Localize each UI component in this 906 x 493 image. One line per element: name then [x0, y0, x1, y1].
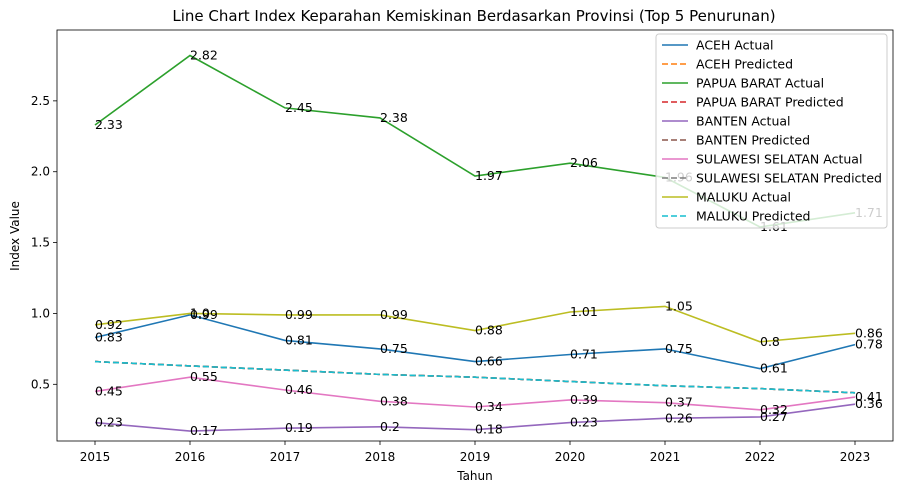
data-label: 0.61: [760, 361, 788, 376]
data-label: 0.92: [95, 317, 123, 332]
y-tick-label: 0.5: [31, 377, 50, 391]
data-label: 0.38: [380, 393, 408, 408]
series-line-8: [94, 305, 856, 343]
legend-entry: SULAWESI SELATAN Actual: [696, 152, 862, 167]
data-label: 2.38: [380, 110, 408, 125]
x-tick-label: 2022: [745, 450, 776, 464]
data-label: 0.45: [95, 383, 123, 398]
data-label: 2.33: [95, 117, 123, 132]
data-label: 0.18: [475, 422, 503, 437]
x-tick-label: 2018: [365, 450, 396, 464]
x-tick-label: 2019: [460, 450, 491, 464]
x-tick-label: 2020: [555, 450, 586, 464]
series-line-9: [94, 360, 856, 394]
legend-entry: ACEH Actual: [696, 38, 774, 53]
x-tick-label: 2023: [840, 450, 871, 464]
data-label: 0.75: [665, 341, 693, 356]
y-tick-label: 2.5: [31, 94, 50, 108]
legend-entry: SULAWESI SELATAN Predicted: [696, 171, 882, 186]
legend-entry: BANTEN Actual: [696, 114, 791, 129]
data-label: 0.86: [855, 325, 883, 340]
series-line-0: [94, 314, 856, 370]
data-label: 0.41: [855, 389, 883, 404]
data-label: 1.01: [570, 304, 598, 319]
data-label: 0.36: [855, 396, 883, 411]
data-label: 0.99: [285, 307, 313, 322]
data-label: 1.0: [190, 305, 210, 320]
data-label: 0.17: [190, 423, 218, 438]
chart-title: Line Chart Index Keparahan Kemiskinan Be…: [172, 7, 775, 25]
legend: ACEH Actual ACEH Predicted PAPUA BARAT Act…: [655, 33, 888, 229]
legend-box: [655, 33, 888, 229]
x-tick-label: 2016: [175, 450, 206, 464]
legend-entry: BANTEN Predicted: [696, 133, 810, 148]
y-axis-label: Index Value: [8, 201, 22, 271]
legend-entry: MALUKU Actual: [696, 190, 791, 205]
y-tick-label: 1.0: [31, 306, 50, 320]
data-label: 1.97: [475, 168, 503, 183]
data-label: 0.55: [190, 369, 218, 384]
data-label: 0.81: [285, 332, 313, 347]
data-label: 0.37: [665, 395, 693, 410]
x-tick-label: 2017: [270, 450, 301, 464]
legend-entry: PAPUA BARAT Actual: [696, 76, 824, 91]
data-label: 0.32: [760, 402, 788, 417]
data-label: 0.26: [665, 410, 693, 425]
legend-entry: PAPUA BARAT Predicted: [696, 95, 844, 110]
series-line-4: [94, 403, 856, 432]
data-label: 0.75: [380, 341, 408, 356]
legend-entry: ACEH Predicted: [696, 57, 793, 72]
data-label: 2.06: [570, 155, 598, 170]
data-label: 0.8: [760, 334, 780, 349]
y-tick-label: 2.0: [31, 165, 50, 179]
data-label: 0.23: [570, 415, 598, 430]
series-line-6: [94, 376, 856, 411]
data-label: 0.99: [190, 307, 218, 322]
data-label: 0.39: [570, 392, 598, 407]
x-tick-label: 2021: [650, 450, 681, 464]
data-label: 0.27: [760, 409, 788, 424]
y-tick-label: 1.5: [31, 236, 50, 250]
data-label: 0.23: [95, 415, 123, 430]
data-label: 1.05: [665, 298, 693, 313]
data-label: 0.46: [285, 382, 313, 397]
data-label: 0.71: [570, 347, 598, 362]
data-label: 0.88: [475, 322, 503, 337]
x-axis-label: Tahun: [456, 469, 493, 483]
legend-entry: MALUKU Predicted: [696, 209, 811, 224]
data-label: 0.19: [285, 420, 313, 435]
data-label: 2.82: [190, 48, 218, 63]
data-label: 0.66: [475, 354, 503, 369]
data-label: 0.2: [380, 419, 400, 434]
data-label: 0.99: [380, 307, 408, 322]
data-label: 2.45: [285, 100, 313, 115]
data-label: 0.83: [95, 330, 123, 345]
data-label: 0.78: [855, 337, 883, 352]
x-tick-label: 2015: [80, 450, 111, 464]
data-label: 0.34: [475, 399, 503, 414]
